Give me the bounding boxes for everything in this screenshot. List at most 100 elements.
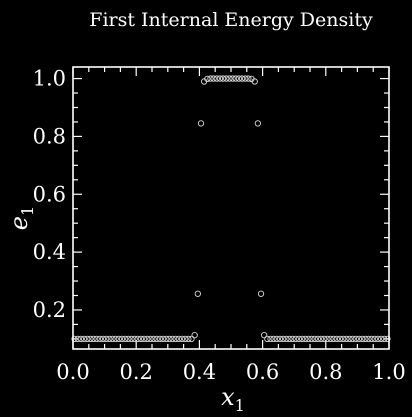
data-point xyxy=(194,290,201,297)
data-point xyxy=(330,335,337,343)
data-point xyxy=(103,335,110,343)
data-point xyxy=(245,75,252,82)
data-point xyxy=(346,335,353,343)
data-point xyxy=(279,335,287,343)
plot-frame xyxy=(72,66,390,350)
data-point xyxy=(150,335,157,343)
data-point xyxy=(80,335,88,343)
x-tick-label: 0.4 xyxy=(183,360,216,384)
data-point xyxy=(251,78,258,85)
data-point xyxy=(144,335,151,343)
data-point xyxy=(109,335,116,343)
data-point xyxy=(343,335,350,343)
data-point xyxy=(235,75,243,82)
data-point xyxy=(112,335,119,343)
data-point xyxy=(242,75,249,82)
data-point xyxy=(292,335,299,343)
data-point xyxy=(118,335,126,343)
svg-text:e1: e1 xyxy=(5,206,37,230)
data-point xyxy=(115,335,122,343)
data-point xyxy=(204,75,211,83)
y-tick-label: 0.4 xyxy=(33,240,66,264)
data-point xyxy=(134,335,141,343)
data-point xyxy=(153,335,160,343)
data-point xyxy=(74,335,81,343)
data-point xyxy=(121,335,129,343)
data-point xyxy=(172,335,179,343)
data-point xyxy=(159,335,167,343)
data-point xyxy=(270,335,277,343)
data-point xyxy=(336,335,344,343)
data-point xyxy=(340,335,347,343)
data-point xyxy=(90,335,97,343)
data-point xyxy=(377,335,385,343)
data-point xyxy=(298,335,306,343)
data-point xyxy=(374,335,382,343)
data-point xyxy=(362,335,369,343)
tick-labels: 0.0 0.2 0.4 0.6 0.8 1.0 0.2 0.4 0.6 0.8 1.0 xyxy=(33,67,406,384)
x-tick-label: 0.8 xyxy=(309,360,342,384)
data-point xyxy=(358,335,366,343)
data-point xyxy=(87,335,94,343)
data-point xyxy=(182,335,189,343)
data-point xyxy=(140,335,148,343)
data-point xyxy=(99,335,107,343)
y-axis-label-main: e xyxy=(5,216,33,230)
data-point xyxy=(257,290,265,297)
data-point xyxy=(188,335,195,343)
data-point xyxy=(384,335,391,343)
data-point xyxy=(71,335,78,343)
data-point xyxy=(305,335,312,343)
data-points xyxy=(71,75,391,343)
data-point xyxy=(352,335,359,343)
data-point xyxy=(308,335,315,343)
data-point xyxy=(368,335,375,343)
data-point xyxy=(223,75,230,82)
x-tick-label: 0.0 xyxy=(56,360,89,384)
data-point xyxy=(311,335,318,343)
data-point xyxy=(264,335,271,343)
svg-text:x1: x1 xyxy=(221,383,245,415)
data-point xyxy=(273,335,280,343)
data-point xyxy=(261,331,268,339)
data-point xyxy=(131,335,138,343)
data-point xyxy=(333,335,341,343)
data-point xyxy=(185,335,192,343)
data-point xyxy=(286,335,293,343)
data-point xyxy=(163,335,170,343)
data-point xyxy=(283,335,290,343)
x-tick-label: 1.0 xyxy=(372,360,405,384)
data-point xyxy=(216,75,224,82)
y-tick-label: 0.2 xyxy=(33,298,66,322)
data-point xyxy=(321,335,328,343)
y-axis-label-subscript: 1 xyxy=(18,206,37,216)
data-point xyxy=(276,335,284,343)
data-point xyxy=(93,335,100,343)
data-point xyxy=(349,335,356,343)
data-point xyxy=(254,120,262,127)
data-point xyxy=(381,335,388,343)
data-point xyxy=(289,335,296,343)
data-point xyxy=(191,331,198,339)
data-point xyxy=(355,335,363,343)
data-point xyxy=(295,335,303,343)
data-point xyxy=(128,335,135,343)
data-point xyxy=(371,335,378,343)
data-point xyxy=(219,75,227,82)
x-axis-label-main: x xyxy=(221,383,235,411)
data-point xyxy=(365,335,372,343)
data-point xyxy=(229,75,236,82)
y-axis-label: e1 xyxy=(5,206,37,230)
data-point xyxy=(96,335,104,343)
x-axis-label-subscript: 1 xyxy=(235,396,245,415)
data-point xyxy=(84,335,91,343)
data-point xyxy=(156,335,164,343)
data-point xyxy=(197,120,205,127)
data-point xyxy=(317,335,325,343)
x-tick-label: 0.6 xyxy=(246,360,279,384)
data-point xyxy=(267,335,274,343)
data-point xyxy=(207,75,214,82)
data-point xyxy=(169,335,176,343)
